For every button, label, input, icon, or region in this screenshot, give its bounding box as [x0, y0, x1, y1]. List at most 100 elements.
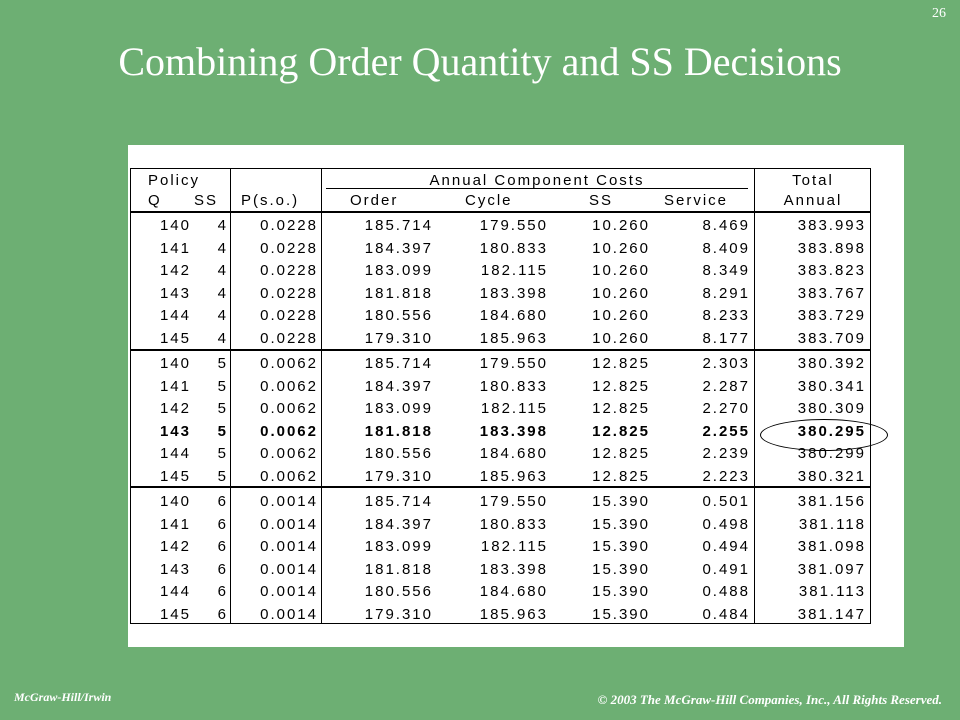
cell-total: 380.392	[797, 355, 866, 372]
cell-total: 381.118	[798, 515, 866, 533]
cell-service: 2.303	[702, 355, 750, 372]
table-row: 141 5 0.0062 184.397 180.833 12.825 2.287 380.3…	[128, 378, 904, 399]
cell-total: 381.097	[797, 560, 866, 578]
cell-service: 0.488	[702, 583, 750, 600]
header-divider	[130, 211, 871, 213]
cell-pso: 0.0014	[260, 515, 318, 533]
table-row: 141 4 0.0228 184.397 180.833 10.260 8.409 383.8…	[128, 240, 904, 261]
cell-ss: 4	[217, 217, 228, 234]
cell-total: 383.767	[797, 284, 866, 302]
cell-q: 141	[159, 239, 191, 257]
cell-order: 183.099	[364, 538, 433, 555]
table-row: 144 5 0.0062 180.556 184.680 12.825 2.239 380.2…	[128, 445, 904, 466]
underline-annual-costs	[326, 188, 748, 189]
cell-service: 8.177	[702, 329, 750, 347]
cell-service: 8.469	[702, 217, 750, 234]
cell-cycle: 184.680	[479, 445, 548, 462]
header-cycle: Cycle	[465, 192, 513, 209]
divider-pso	[321, 168, 322, 623]
cell-q: 145	[159, 605, 191, 623]
cell-order: 185.714	[364, 355, 433, 372]
cell-cycle: 185.963	[479, 329, 548, 347]
cell-cycle: 183.398	[479, 560, 548, 578]
cell-order: 180.556	[364, 583, 433, 600]
cell-ss: 6	[217, 560, 228, 578]
header-service: Service	[664, 192, 729, 209]
cell-q: 142	[159, 400, 191, 417]
cell-ssc: 12.825	[592, 445, 650, 462]
cell-order: 181.818	[364, 560, 433, 578]
table-row: 145 6 0.0014 179.310 185.963 15.390 0.484 381.1…	[128, 606, 904, 627]
cell-order: 184.397	[364, 377, 433, 395]
table-row: 145 5 0.0062 179.310 185.963 12.825 2.223 380.3…	[128, 468, 904, 489]
cell-order: 181.818	[364, 422, 433, 440]
cell-ss: 5	[217, 422, 228, 440]
header-ss-cost: SS	[589, 192, 614, 209]
header-policy: Policy	[148, 172, 201, 189]
cell-q: 145	[159, 329, 191, 347]
cell-service: 2.270	[702, 400, 750, 417]
cell-service: 8.409	[702, 239, 750, 257]
cell-cycle: 180.833	[479, 515, 548, 533]
cell-pso: 0.0014	[260, 560, 318, 578]
cell-pso: 0.0062	[260, 355, 318, 372]
table-row: 142 6 0.0014 183.099 182.115 15.390 0.494 381.0…	[128, 538, 904, 559]
cell-service: 8.291	[702, 284, 750, 302]
cell-total: 381.113	[798, 583, 866, 600]
header-pso: P(s.o.)	[241, 192, 300, 209]
cell-q: 141	[159, 377, 191, 395]
table-panel: Policy Q SS P(s.o.) Annual Component Cos…	[128, 145, 904, 647]
cell-ss: 4	[217, 329, 228, 347]
cell-cycle: 185.963	[479, 605, 548, 623]
cell-order: 181.818	[364, 284, 433, 302]
cell-ss: 6	[217, 583, 228, 600]
cell-pso: 0.0062	[260, 377, 318, 395]
cell-ss: 4	[217, 239, 228, 257]
cell-total: 383.709	[797, 329, 866, 347]
table-row: 140 4 0.0228 185.714 179.550 10.260 8.469 383.9…	[128, 217, 904, 238]
table-row: 145 4 0.0228 179.310 185.963 10.260 8.177 383.7…	[128, 330, 904, 351]
cell-ss: 4	[217, 262, 228, 279]
footer-publisher: McGraw-Hill/Irwin	[14, 690, 112, 704]
cell-cycle: 184.680	[479, 307, 548, 324]
cell-ssc: 15.390	[592, 493, 650, 510]
cell-pso: 0.0014	[260, 493, 318, 510]
header-annual-component-costs: Annual Component Costs	[429, 172, 645, 189]
table-row: 143 6 0.0014 181.818 183.398 15.390 0.491 381.0…	[128, 561, 904, 582]
cell-ssc: 10.260	[592, 217, 650, 234]
cell-pso: 0.0062	[260, 400, 318, 417]
cell-cycle: 183.398	[479, 422, 548, 440]
cell-pso: 0.0014	[260, 605, 318, 623]
table-top-border	[130, 168, 870, 169]
table-row: 142 4 0.0228 183.099 182.115 10.260 8.349 383.8…	[128, 262, 904, 283]
cell-cycle: 184.680	[479, 583, 548, 600]
header-annual: Annual	[783, 192, 843, 209]
cell-ss: 6	[217, 538, 228, 555]
cell-ssc: 15.390	[592, 515, 650, 533]
cell-ssc: 10.260	[592, 307, 650, 324]
cell-service: 2.239	[702, 445, 750, 462]
cell-pso: 0.0228	[260, 262, 318, 279]
cell-total: 381.098	[797, 538, 866, 555]
cell-order: 185.714	[364, 493, 433, 510]
cell-pso: 0.0228	[260, 284, 318, 302]
cell-q: 140	[159, 493, 191, 510]
cell-pso: 0.0062	[260, 467, 318, 485]
table-left-border	[130, 168, 131, 623]
cell-ss: 4	[217, 307, 228, 324]
cell-ssc: 10.260	[592, 329, 650, 347]
table-bottom-border	[130, 623, 871, 624]
table-row: 140 6 0.0014 185.714 179.550 15.390 0.501 381.1…	[128, 493, 904, 514]
cell-q: 143	[159, 560, 191, 578]
cell-ss: 6	[217, 493, 228, 510]
cell-order: 179.310	[364, 605, 433, 623]
cell-order: 183.099	[364, 262, 433, 279]
slide-title: Combining Order Quantity and SS Decision…	[118, 39, 842, 84]
cell-cycle: 179.550	[479, 493, 548, 510]
cell-service: 0.494	[702, 538, 750, 555]
table-row: 143 4 0.0228 181.818 183.398 10.260 8.291 383.7…	[128, 285, 904, 306]
cell-cycle: 180.833	[479, 239, 548, 257]
cell-ssc: 12.825	[592, 400, 650, 417]
cell-ssc: 15.390	[592, 583, 650, 600]
cell-total: 383.823	[797, 262, 866, 279]
